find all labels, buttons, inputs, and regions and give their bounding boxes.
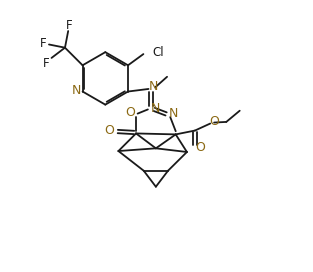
Text: O: O: [196, 141, 206, 154]
Text: Cl: Cl: [152, 46, 164, 59]
Text: F: F: [43, 57, 50, 70]
Text: N: N: [168, 107, 178, 120]
Text: F: F: [66, 19, 72, 32]
Text: O: O: [105, 124, 115, 137]
Text: N: N: [151, 102, 160, 115]
Text: O: O: [125, 106, 135, 119]
Text: N: N: [148, 80, 158, 93]
Text: F: F: [40, 37, 47, 50]
Text: N: N: [72, 84, 81, 97]
Text: O: O: [209, 115, 219, 128]
